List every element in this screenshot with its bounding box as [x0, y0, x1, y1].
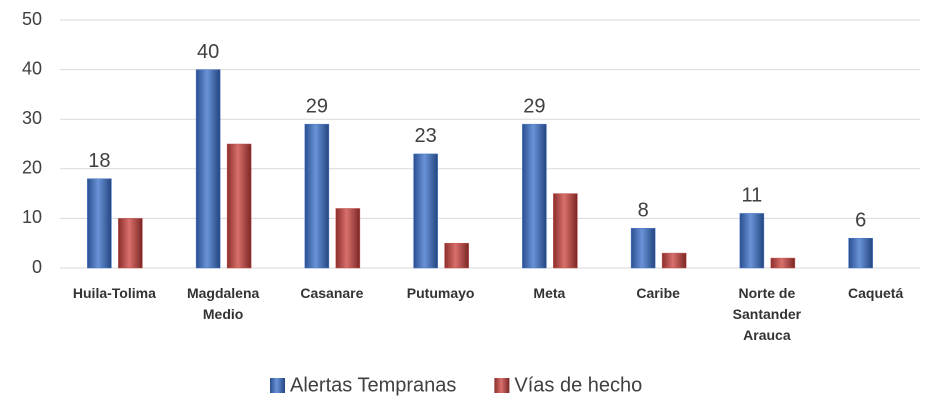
- bar: [553, 193, 578, 269]
- bar: [304, 123, 330, 269]
- bar: [335, 208, 361, 269]
- x-tick-label: Meta: [533, 285, 565, 301]
- y-tick-label: 20: [22, 158, 42, 178]
- bar: [195, 69, 221, 269]
- legend-label: Alertas Tempranas: [290, 374, 456, 396]
- legend-swatch: [494, 378, 510, 393]
- data-label: 29: [306, 95, 328, 117]
- x-tick-label: Putumayo: [407, 285, 475, 301]
- x-tick-label: Huila-Tolima: [73, 285, 156, 301]
- bar: [770, 257, 796, 269]
- data-label: 11: [741, 185, 762, 207]
- bar: [444, 242, 469, 269]
- x-tick-label: Magdalena Medio: [187, 285, 260, 322]
- y-tick-label: 0: [32, 257, 42, 277]
- x-tick-label: Caribe: [636, 285, 680, 301]
- data-label: 29: [523, 95, 545, 117]
- bar: [848, 237, 873, 269]
- legend-swatch: [270, 378, 285, 393]
- y-tick-label: 30: [22, 108, 42, 128]
- bar: [522, 123, 547, 269]
- data-label: 40: [197, 41, 219, 63]
- data-label: 18: [88, 150, 110, 172]
- y-tick-label: 40: [22, 58, 42, 78]
- data-label: 23: [415, 125, 437, 147]
- bar: [87, 178, 112, 269]
- data-label: 8: [638, 200, 649, 222]
- x-tick-label: Norte de Santander Arauca: [733, 285, 802, 343]
- bar: [118, 218, 143, 269]
- bar: [413, 153, 438, 269]
- x-tick-label: Caquetá: [848, 285, 903, 301]
- x-tick-label: Casanare: [300, 285, 363, 301]
- y-tick-label: 50: [22, 9, 42, 29]
- y-tick-label: 10: [22, 207, 42, 227]
- legend-label: Vías de hecho: [514, 374, 642, 396]
- bar: [661, 252, 687, 269]
- bar: [630, 228, 656, 269]
- data-label: 6: [855, 210, 866, 232]
- bar: [226, 143, 252, 269]
- bar: [739, 213, 765, 269]
